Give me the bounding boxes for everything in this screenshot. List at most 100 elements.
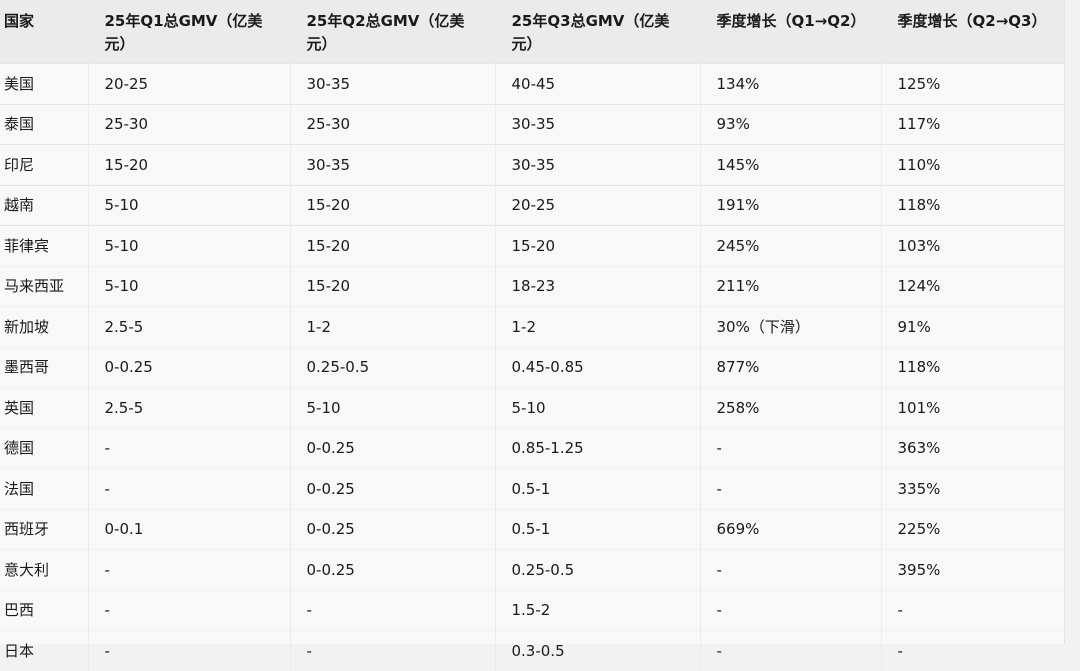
table-header-row: 国家 25年Q1总GMV（亿美元） 25年Q2总GMV（亿美元） 25年Q3总GMV（… bbox=[0, 0, 1064, 64]
value-cell: 0.5-1 bbox=[494, 468, 700, 509]
value-cell: 30-35 bbox=[289, 144, 495, 185]
value-cell: - bbox=[87, 630, 290, 671]
country-cell: 菲律宾 bbox=[0, 225, 88, 266]
table-row: 巴西 - -1.5-2- - bbox=[0, 589, 1064, 631]
table-row: 日本 - -0.3-0.5- - bbox=[0, 630, 1064, 671]
country-cell: 美国 bbox=[0, 63, 88, 104]
country-cell: 巴西 bbox=[0, 589, 88, 631]
value-cell: 245% bbox=[699, 225, 881, 266]
value-cell: 103% bbox=[880, 225, 1064, 266]
value-cell: 25-30 bbox=[87, 103, 290, 145]
value-cell: - bbox=[289, 589, 495, 631]
value-cell: 5-10 bbox=[289, 387, 495, 428]
table-row: 意大利 -0-0.25 0.25-0.5-395% bbox=[0, 549, 1064, 590]
column-header: 季度增长（Q2→Q3） bbox=[880, 0, 1064, 64]
value-cell: 0-0.25 bbox=[289, 549, 495, 590]
value-cell: 0.5-1 bbox=[494, 508, 700, 550]
value-cell: - bbox=[699, 427, 881, 469]
value-cell: 395% bbox=[880, 549, 1064, 590]
value-cell: 125% bbox=[880, 63, 1064, 104]
value-cell: 110% bbox=[880, 144, 1064, 185]
value-cell: - bbox=[699, 589, 881, 631]
value-cell: 258% bbox=[699, 387, 881, 428]
value-cell: 211% bbox=[699, 265, 881, 307]
value-cell: 335% bbox=[880, 468, 1064, 509]
value-cell: 0-0.25 bbox=[289, 427, 495, 469]
value-cell: 118% bbox=[880, 346, 1064, 388]
value-cell: 118% bbox=[880, 184, 1064, 226]
value-cell: - bbox=[87, 427, 290, 469]
column-header: 25年Q1总GMV（亿美元） bbox=[87, 0, 290, 64]
country-cell: 德国 bbox=[0, 427, 88, 469]
table-row: 法国 -0-0.25 0.5-1-335% bbox=[0, 468, 1064, 509]
value-cell: 0.25-0.5 bbox=[494, 549, 700, 590]
value-cell: 1-2 bbox=[494, 306, 700, 347]
table-row: 印尼 15-20 30-35 30-35 145% 110% bbox=[0, 144, 1064, 185]
value-cell: 0-0.25 bbox=[87, 346, 290, 388]
value-cell: 25-30 bbox=[289, 103, 495, 145]
table-row: 英国 2.5-5 5-10 5-10 258% 101% bbox=[0, 387, 1064, 428]
value-cell: 15-20 bbox=[289, 184, 495, 226]
value-cell: 101% bbox=[880, 387, 1064, 428]
value-cell: 1-2 bbox=[289, 306, 495, 347]
value-cell: 5-10 bbox=[87, 225, 290, 266]
value-cell: 5-10 bbox=[87, 265, 290, 307]
column-header: 25年Q3总GMV（亿美元） bbox=[494, 0, 700, 64]
value-cell: 0-0.25 bbox=[289, 468, 495, 509]
value-cell: - bbox=[880, 630, 1064, 671]
value-cell: - bbox=[699, 468, 881, 509]
value-cell: 20-25 bbox=[494, 184, 700, 226]
value-cell: 91% bbox=[880, 306, 1064, 347]
value-cell: 669% bbox=[699, 508, 881, 550]
country-cell: 意大利 bbox=[0, 549, 88, 590]
value-cell: - bbox=[87, 468, 290, 509]
value-cell: 117% bbox=[880, 103, 1064, 145]
value-cell: - bbox=[880, 589, 1064, 631]
value-cell: 134% bbox=[699, 63, 881, 104]
value-cell: - bbox=[699, 630, 881, 671]
country-cell: 印尼 bbox=[0, 144, 88, 185]
value-cell: 363% bbox=[880, 427, 1064, 469]
table-row: 墨西哥 0-0.25 0.25-0.5 0.45-0.85 877% 118% bbox=[0, 346, 1064, 388]
value-cell: 2.5-5 bbox=[87, 306, 290, 347]
value-cell: 1.5-2 bbox=[494, 589, 700, 631]
value-cell: 30-35 bbox=[494, 144, 700, 185]
value-cell: 0-0.1 bbox=[87, 508, 290, 550]
value-cell: 20-25 bbox=[87, 63, 290, 104]
value-cell: 30%（下滑） bbox=[699, 306, 881, 347]
value-cell: 0.45-0.85 bbox=[494, 346, 700, 388]
value-cell: 40-45 bbox=[494, 63, 700, 104]
value-cell: 0.25-0.5 bbox=[289, 346, 495, 388]
value-cell: - bbox=[87, 549, 290, 590]
table-row: 新加坡 2.5-5 1-2 1-2 30%（下滑） 91% bbox=[0, 306, 1064, 347]
country-cell: 法国 bbox=[0, 468, 88, 509]
value-cell: 191% bbox=[699, 184, 881, 226]
value-cell: 30-35 bbox=[289, 63, 495, 104]
value-cell: 145% bbox=[699, 144, 881, 185]
value-cell: 0.3-0.5 bbox=[494, 630, 700, 671]
country-cell: 日本 bbox=[0, 630, 88, 671]
country-cell: 马来西亚 bbox=[0, 265, 88, 307]
value-cell: 5-10 bbox=[494, 387, 700, 428]
country-cell: 墨西哥 bbox=[0, 346, 88, 388]
value-cell: 0-0.25 bbox=[289, 508, 495, 550]
column-header: 25年Q2总GMV（亿美元） bbox=[289, 0, 495, 64]
value-cell: 30-35 bbox=[494, 103, 700, 145]
country-cell: 新加坡 bbox=[0, 306, 88, 347]
table-row: 泰国 25-30 25-30 30-35 93% 117% bbox=[0, 103, 1064, 145]
column-header: 季度增长（Q1→Q2） bbox=[699, 0, 881, 64]
table-row: 美国 20-25 30-35 40-45 134% 125% bbox=[0, 63, 1064, 104]
table-row: 菲律宾 5-10 15-20 15-20 245% 103% bbox=[0, 225, 1064, 266]
table-row: 西班牙 0-0.1 0-0.25 0.5-1 669% 225% bbox=[0, 508, 1064, 550]
country-cell: 西班牙 bbox=[0, 508, 88, 550]
value-cell: - bbox=[289, 630, 495, 671]
country-cell: 英国 bbox=[0, 387, 88, 428]
value-cell: 15-20 bbox=[289, 265, 495, 307]
table-row: 德国 -0-0.25 0.85-1.25-363% bbox=[0, 427, 1064, 469]
table-row: 马来西亚 5-10 15-20 18-23 211% 124% bbox=[0, 265, 1064, 307]
value-cell: 2.5-5 bbox=[87, 387, 290, 428]
value-cell: 877% bbox=[699, 346, 881, 388]
column-header: 国家 bbox=[0, 0, 88, 64]
